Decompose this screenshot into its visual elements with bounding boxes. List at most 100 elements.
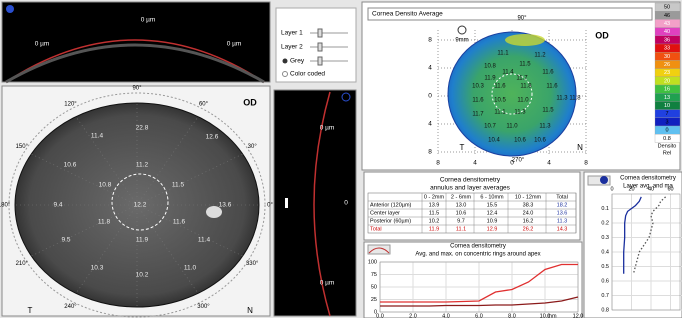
label: Cornea densitometry xyxy=(450,244,506,250)
label: 10.2 xyxy=(429,218,440,224)
label: 13.0 xyxy=(456,202,467,208)
color-option[interactable]: Color coded xyxy=(290,71,325,78)
label: 8 xyxy=(428,37,432,44)
label: 11.6 xyxy=(472,98,484,104)
slider-thumb xyxy=(318,43,322,51)
x-tick-label: 8.0 xyxy=(508,313,516,318)
label: 11.6 xyxy=(494,84,506,90)
label: 10.3 xyxy=(472,84,484,90)
label: 11.8 xyxy=(569,96,581,102)
label: Total xyxy=(370,226,382,232)
label: 12.4 xyxy=(487,210,498,216)
x-tick-label: 12.0 xyxy=(573,313,584,318)
label: 12.6 xyxy=(206,134,219,141)
y-tick-label: 50 xyxy=(371,284,377,290)
label: 11.8 xyxy=(520,84,532,90)
label: 180° xyxy=(0,203,11,209)
grey-radio[interactable] xyxy=(283,59,288,64)
label: 11.5 xyxy=(519,62,531,68)
label: 11.5 xyxy=(172,182,185,189)
chart-icon xyxy=(368,245,390,254)
label: 4 xyxy=(428,121,432,128)
label: 12.2 xyxy=(134,202,147,209)
label: 10.5 xyxy=(494,98,506,104)
label: 0 µm xyxy=(227,41,242,48)
label: 30° xyxy=(248,144,258,150)
label: 6 - 10mm xyxy=(480,194,504,200)
label: 11.1 xyxy=(497,51,509,57)
map-highlight xyxy=(505,34,545,46)
label: Center layer xyxy=(370,210,400,216)
label: 0.8 xyxy=(663,136,671,142)
label: 12.9 xyxy=(487,226,498,232)
label: 11.7 xyxy=(516,76,528,82)
y-tick-label: 0.7 xyxy=(601,293,609,299)
label: 10.3 xyxy=(91,265,104,272)
y-tick-label: 0.1 xyxy=(601,206,609,212)
label: 10.2 xyxy=(136,272,149,279)
label: 40 xyxy=(664,29,670,35)
x-tick-label: 40 xyxy=(648,186,654,192)
label: 11.0 xyxy=(517,98,529,104)
label: 26.2 xyxy=(523,226,534,232)
label: 10.6 xyxy=(514,138,526,144)
label: 9.4 xyxy=(53,202,62,209)
label: 11.2 xyxy=(136,162,149,169)
color-radio[interactable] xyxy=(283,72,288,77)
y-tick-label: 0.4 xyxy=(601,249,609,255)
label: 13.6 xyxy=(219,202,232,209)
label: 16.2 xyxy=(523,218,534,224)
label: 11.1 xyxy=(456,226,466,232)
label: 4 xyxy=(428,65,432,72)
layer-1-slider[interactable]: Layer 1 xyxy=(281,30,303,37)
y-tick-label: 0.6 xyxy=(601,278,609,284)
label: Total xyxy=(556,194,568,200)
label: 330° xyxy=(246,261,259,267)
y-tick-label: 0.5 xyxy=(601,264,609,270)
label: 9.7 xyxy=(457,218,465,224)
label: Anterior (120µm) xyxy=(370,202,412,208)
y-tick-label: 25 xyxy=(371,297,377,303)
density-map xyxy=(448,32,576,156)
label: 11.5 xyxy=(429,210,439,216)
label: 0° xyxy=(267,203,273,209)
label: 10.7 xyxy=(484,124,496,130)
label: 11.3 xyxy=(557,218,567,224)
label: 24.0 xyxy=(523,210,534,216)
label: OD xyxy=(595,30,609,40)
y-tick-label: 0.8 xyxy=(601,307,609,313)
x-tick-label: 20 xyxy=(628,186,634,192)
label: 10 xyxy=(664,103,670,109)
label: 11.9 xyxy=(484,76,496,82)
x-tick-label: 0 xyxy=(610,186,613,192)
layer-2-slider[interactable]: Layer 2 xyxy=(281,44,303,51)
label: 50 xyxy=(664,5,670,11)
label: 10.6 xyxy=(64,162,77,169)
label: 11.6 xyxy=(542,70,554,76)
label: 0 xyxy=(665,128,668,134)
screenshot: 0 µm0 µm0 µmLayer 1Layer 2GreyColor code… xyxy=(0,0,682,318)
label: 14.3 xyxy=(557,226,568,232)
label: 0 µm xyxy=(35,41,50,48)
label: 11.4 xyxy=(198,237,211,244)
label: N xyxy=(247,306,253,315)
grey-option[interactable]: Grey xyxy=(290,58,305,65)
label: 38.3 xyxy=(523,202,534,208)
label: 120° xyxy=(64,101,77,107)
label: 13 xyxy=(664,95,670,101)
label: 4 xyxy=(547,160,551,167)
label: 43 xyxy=(664,21,670,27)
label: 11.8 xyxy=(98,219,111,226)
label: 90° xyxy=(517,16,527,22)
label: 10.8 xyxy=(99,182,112,189)
dropdown-text[interactable]: Cornea Densito Average xyxy=(372,11,443,18)
label: T xyxy=(460,143,465,152)
chart-icon-dot xyxy=(600,176,608,184)
label: 11.3 xyxy=(539,124,551,130)
y-tick-label: 100 xyxy=(368,259,377,265)
label: 11.0 xyxy=(184,265,197,272)
label: 150° xyxy=(16,144,29,150)
label: 11.3 xyxy=(556,96,568,102)
label: 11.6 xyxy=(546,84,558,90)
label: 9.5 xyxy=(61,237,70,244)
